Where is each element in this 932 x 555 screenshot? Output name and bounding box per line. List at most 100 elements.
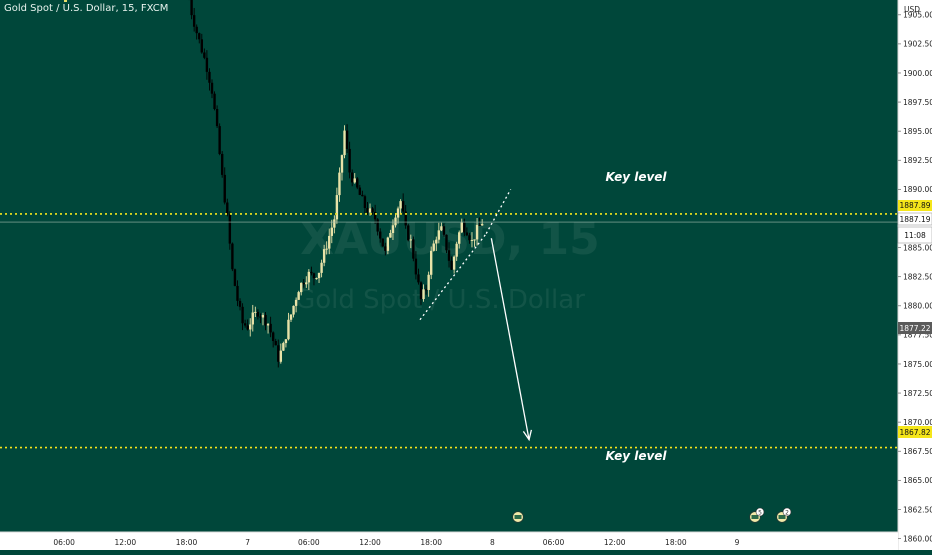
- candle: [336, 188, 338, 224]
- countdown-badge-text: 11:08: [904, 231, 926, 240]
- candle: [211, 79, 213, 98]
- price-tick-label: 1880.00: [903, 302, 932, 311]
- candle-body: [282, 343, 284, 351]
- time-tick-label: 18:00: [420, 538, 442, 547]
- candle: [193, 8, 195, 32]
- candle-body: [476, 225, 478, 239]
- key-level-label-lower[interactable]: Key level: [605, 449, 667, 463]
- candle-body: [473, 239, 475, 240]
- event-count-1: 5: [758, 510, 762, 517]
- candle-body: [341, 155, 343, 173]
- event-marker-group-1[interactable]: 5: [750, 508, 765, 523]
- candle-body: [234, 269, 236, 286]
- candle-body: [422, 289, 424, 299]
- candle-body: [407, 225, 409, 240]
- candle: [285, 339, 287, 347]
- candle: [203, 49, 205, 60]
- event-marker-earnings-icon[interactable]: [513, 512, 524, 523]
- time-tick-label: 06:00: [298, 538, 320, 547]
- time-tick-label: 9: [735, 538, 740, 547]
- candle-body: [241, 307, 243, 323]
- price-tick-label: 1867.50: [903, 447, 932, 456]
- events-layer: 5 2: [513, 508, 792, 523]
- candle: [405, 205, 407, 229]
- candle-body: [218, 126, 220, 154]
- candle-body: [440, 226, 442, 230]
- price-axis[interactable]: USD 1905.001902.501900.001897.501895.001…: [898, 0, 932, 550]
- candle-body: [425, 289, 427, 290]
- price-tick-label: 1882.50: [903, 272, 932, 281]
- price-tick-label: 1860.00: [903, 534, 932, 543]
- candle-body: [463, 223, 465, 233]
- key-level-label-upper[interactable]: Key level: [605, 170, 667, 184]
- candle-body: [328, 236, 330, 249]
- candle: [354, 173, 356, 184]
- candle-body: [292, 306, 294, 315]
- candle-body: [254, 312, 256, 313]
- time-tick-label: 06:00: [543, 538, 565, 547]
- watermark-layer: XAUUSD, 15 Gold Spot / U.S. Dollar: [295, 214, 600, 315]
- candle: [239, 298, 241, 310]
- candle: [417, 269, 419, 285]
- projection-arrow[interactable]: [491, 238, 529, 439]
- candle-body: [455, 244, 457, 257]
- candle-body: [308, 272, 310, 283]
- candle: [218, 123, 220, 155]
- candle-body: [361, 195, 363, 196]
- watermark-description: Gold Spot / U.S. Dollar: [295, 285, 585, 315]
- candle: [216, 105, 218, 128]
- symbol-title[interactable]: Gold Spot / U.S. Dollar, 15, FXCM: [4, 3, 168, 14]
- candle: [221, 151, 223, 178]
- last-price-badge-text: 1887.19: [899, 215, 930, 224]
- candle-body: [252, 313, 254, 325]
- candle-body: [300, 283, 302, 292]
- candle: [351, 169, 353, 186]
- time-tick-label: 12:00: [359, 538, 381, 547]
- candle: [234, 269, 236, 287]
- candle-body: [338, 173, 340, 195]
- candle-body: [295, 300, 297, 306]
- candle-body: [382, 239, 384, 247]
- candle: [310, 267, 312, 276]
- candle-body: [471, 240, 473, 241]
- candle-body: [427, 275, 429, 290]
- candle-body: [246, 325, 248, 329]
- candle-body: [394, 218, 396, 226]
- candle-body: [366, 208, 368, 213]
- time-tick-label: 12:00: [115, 538, 137, 547]
- candle-body: [336, 195, 338, 219]
- candle: [292, 305, 294, 317]
- time-tick-label: 18:00: [176, 538, 198, 547]
- candle-body: [208, 72, 210, 83]
- price-tick-label: 1862.50: [903, 505, 932, 514]
- candle: [313, 273, 315, 286]
- price-tick-label: 1892.50: [903, 156, 932, 165]
- candle-body: [410, 239, 412, 240]
- candle: [407, 224, 409, 242]
- time-tick-label: 06:00: [53, 538, 75, 547]
- event-count-2: 2: [785, 510, 789, 517]
- candle: [196, 24, 198, 39]
- candle-body: [303, 283, 305, 284]
- candle: [252, 305, 254, 332]
- candle: [198, 33, 200, 44]
- candle-body: [262, 315, 264, 318]
- candle: [346, 124, 348, 153]
- event-marker-group-2[interactable]: 2: [777, 508, 792, 523]
- lower-level-badge-text: 1867.82: [899, 428, 930, 437]
- candle-body: [412, 239, 414, 258]
- price-tick-label: 1905.00: [903, 11, 932, 20]
- candle-body: [420, 282, 422, 299]
- candle-body: [229, 214, 231, 243]
- candle-body: [285, 339, 287, 343]
- candle: [257, 309, 259, 319]
- candle-body: [290, 315, 292, 320]
- price-tick-label: 1870.00: [903, 418, 932, 427]
- candle: [338, 167, 340, 201]
- series-marker: [64, 0, 67, 2]
- candle-body: [198, 33, 200, 39]
- candle: [262, 313, 264, 326]
